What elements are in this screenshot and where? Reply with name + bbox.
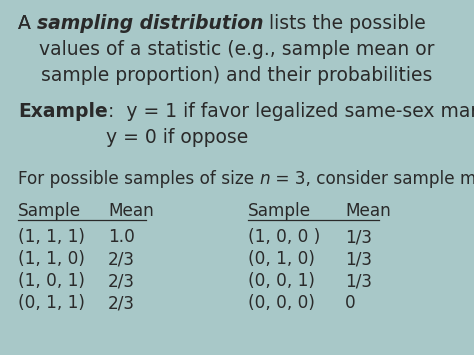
- Text: (0, 1, 1): (0, 1, 1): [18, 294, 85, 312]
- Text: 2/3: 2/3: [108, 294, 135, 312]
- Text: Mean: Mean: [345, 202, 391, 220]
- Text: 1/3: 1/3: [345, 272, 372, 290]
- Text: A: A: [18, 14, 37, 33]
- Text: For possible samples of size: For possible samples of size: [18, 170, 259, 188]
- Text: 1.0: 1.0: [108, 228, 135, 246]
- Text: Sample: Sample: [248, 202, 311, 220]
- Text: (1, 0, 0 ): (1, 0, 0 ): [248, 228, 320, 246]
- Text: (0, 0, 0): (0, 0, 0): [248, 294, 315, 312]
- Text: y = 0 if oppose: y = 0 if oppose: [106, 128, 248, 147]
- Text: 1/3: 1/3: [345, 250, 372, 268]
- Text: = 3, consider sample mean: = 3, consider sample mean: [270, 170, 474, 188]
- Text: A: A: [18, 14, 37, 33]
- Text: n: n: [259, 170, 270, 188]
- Text: sampling distribution: sampling distribution: [37, 14, 264, 33]
- Text: (1, 1, 1): (1, 1, 1): [18, 228, 85, 246]
- Text: Mean: Mean: [108, 202, 154, 220]
- Text: 1/3: 1/3: [345, 228, 372, 246]
- Text: Sample: Sample: [18, 202, 81, 220]
- Text: (0, 1, 0): (0, 1, 0): [248, 250, 315, 268]
- Text: (1, 1, 0): (1, 1, 0): [18, 250, 85, 268]
- Text: Example: Example: [18, 102, 108, 121]
- Text: values of a statistic (e.g., sample mean or: values of a statistic (e.g., sample mean…: [39, 40, 435, 59]
- Text: 2/3: 2/3: [108, 250, 135, 268]
- Text: lists the possible: lists the possible: [264, 14, 426, 33]
- Text: (0, 0, 1): (0, 0, 1): [248, 272, 315, 290]
- Text: 2/3: 2/3: [108, 272, 135, 290]
- Text: 0: 0: [345, 294, 356, 312]
- Text: :  y = 1 if favor legalized same-sex marriage: : y = 1 if favor legalized same-sex marr…: [108, 102, 474, 121]
- Text: (1, 0, 1): (1, 0, 1): [18, 272, 85, 290]
- Text: sample proportion) and their probabilities: sample proportion) and their probabiliti…: [41, 66, 433, 85]
